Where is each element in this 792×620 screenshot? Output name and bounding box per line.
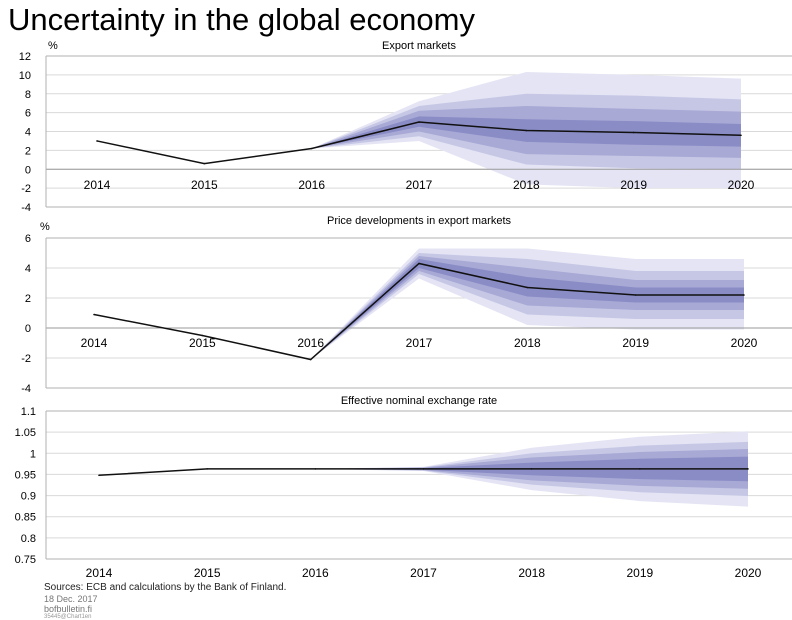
x-tick-label: 2015 — [194, 566, 221, 580]
data-point — [418, 262, 420, 265]
x-tick-label: 2017 — [410, 566, 437, 580]
site-name: bofbulletin.fi — [44, 604, 93, 614]
chart-code: 35445@Chart1en — [44, 614, 92, 620]
y-tick-label: 4 — [25, 127, 31, 139]
x-tick-label: 2014 — [81, 336, 108, 350]
data-point — [206, 468, 208, 470]
y-tick-label: 0 — [25, 164, 31, 176]
data-point — [422, 468, 425, 470]
fan-band — [310, 256, 744, 360]
data-point — [418, 121, 420, 123]
x-tick-label: 2018 — [513, 178, 540, 192]
x-tick-label: 2019 — [620, 178, 647, 192]
publication-date: 18 Dec. 2017 — [44, 594, 98, 604]
y-tick-label: 2 — [25, 293, 31, 305]
data-point — [310, 147, 313, 150]
y-tick-label: 0.95 — [15, 469, 36, 481]
y-tick-label: 2 — [25, 145, 31, 157]
x-tick-label: 2020 — [728, 178, 755, 192]
data-point — [203, 162, 206, 165]
fan-band — [311, 116, 741, 149]
sources-note: Sources: ECB and calculations by the Ban… — [44, 582, 287, 593]
y-tick-label: 12 — [19, 51, 31, 63]
y-tick-label: 0 — [25, 323, 31, 335]
x-tick-label: 2015 — [189, 336, 216, 350]
y-tick-label: 1 — [30, 448, 36, 460]
x-tick-label: 2019 — [626, 566, 653, 580]
x-tick-label: 2020 — [731, 336, 758, 350]
y-tick-label: 1.05 — [15, 427, 36, 439]
data-point — [526, 286, 529, 289]
x-tick-label: 2018 — [518, 566, 545, 580]
data-point — [525, 129, 528, 132]
data-point — [96, 140, 98, 142]
y-tick-label: 0.8 — [21, 533, 36, 545]
page-title: Uncertainty in the global economy — [8, 2, 475, 37]
data-point — [314, 468, 317, 470]
data-point — [743, 294, 745, 296]
y-tick-label: 6 — [25, 233, 31, 245]
y-tick-label: 4 — [25, 263, 31, 275]
y-tick-label: 6 — [25, 108, 31, 120]
y-tick-label: 0.75 — [15, 554, 36, 566]
data-point — [740, 134, 742, 137]
fan-band — [310, 253, 744, 360]
data-point — [98, 474, 100, 477]
data-point — [639, 468, 641, 470]
y-tick-label: -2 — [21, 353, 31, 365]
unit-label: % — [48, 40, 58, 52]
y-tick-label: -2 — [21, 183, 31, 195]
data-point — [530, 468, 533, 470]
y-tick-label: 0.85 — [15, 512, 36, 524]
panel-title: Effective nominal exchange rate — [341, 395, 497, 407]
data-point — [747, 468, 749, 470]
y-tick-label: 1.1 — [21, 406, 36, 418]
y-tick-label: 0.9 — [21, 491, 36, 503]
x-tick-label: 2018 — [514, 336, 541, 350]
x-tick-label: 2015 — [191, 178, 218, 192]
x-tick-label: 2014 — [86, 566, 113, 580]
data-point — [309, 358, 312, 361]
data-point — [634, 294, 637, 296]
x-tick-label: 2019 — [622, 336, 649, 350]
unit-label: % — [40, 221, 50, 233]
x-tick-label: 2016 — [297, 336, 324, 350]
y-tick-label: -4 — [21, 383, 31, 395]
data-point — [201, 334, 204, 337]
x-tick-label: 2014 — [84, 178, 111, 192]
y-tick-label: 10 — [19, 70, 31, 82]
panel-title: Price developments in export markets — [327, 215, 512, 227]
y-tick-label: 8 — [25, 89, 31, 101]
panel-title: Export markets — [382, 40, 456, 52]
x-tick-label: 2020 — [735, 566, 762, 580]
data-point — [93, 313, 95, 316]
x-tick-label: 2016 — [302, 566, 329, 580]
x-tick-label: 2017 — [406, 336, 433, 350]
x-tick-label: 2017 — [406, 178, 433, 192]
x-tick-label: 2016 — [298, 178, 325, 192]
fan-band — [310, 259, 744, 360]
data-point — [632, 131, 635, 134]
y-tick-label: -4 — [21, 202, 31, 214]
